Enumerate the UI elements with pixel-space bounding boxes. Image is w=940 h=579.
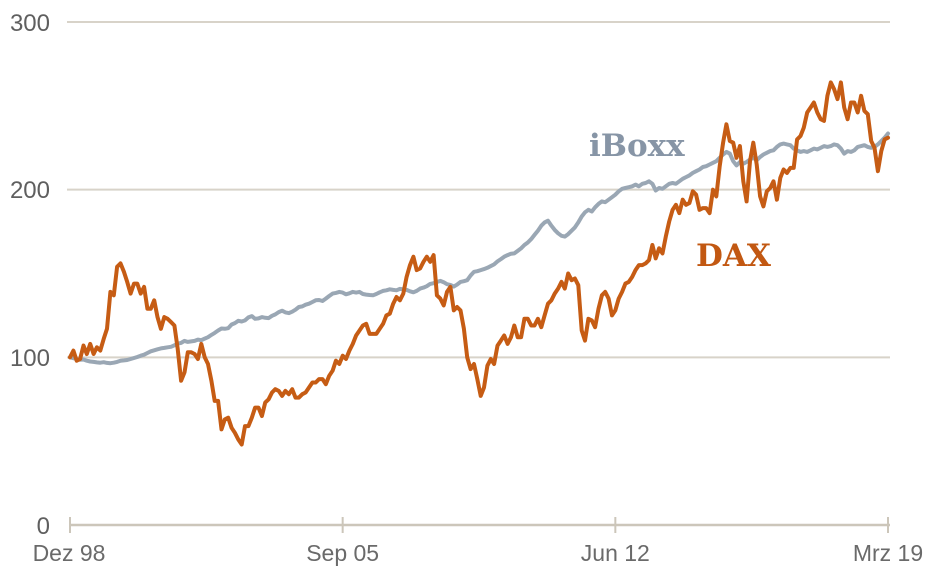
series-lines (68, 80, 890, 447)
y-axis-label-100: 100 (10, 345, 50, 372)
x-axis-labels: Dez 98 Sep 05 Jun 12 Mrz 19 (33, 540, 924, 566)
x-axis (69, 517, 890, 533)
y-axis-label-200: 200 (10, 177, 50, 204)
x-axis-label-mrz19: Mrz 19 (853, 540, 923, 566)
y-axis-label-0: 0 (37, 513, 50, 540)
dax-label: DAX (696, 238, 772, 274)
dax-line (68, 80, 890, 447)
x-axis-label-dez98: Dez 98 (33, 540, 106, 566)
iboxx-label: iBoxx (589, 128, 685, 164)
x-axis-label-jun12: Jun 12 (581, 540, 650, 566)
y-axis-labels: 300 200 100 0 (10, 10, 50, 540)
x-axis-label-sep05: Sep 05 (306, 540, 379, 566)
series-annotations: iBoxx DAX (589, 128, 772, 274)
y-axis-label-300: 300 (10, 10, 50, 37)
